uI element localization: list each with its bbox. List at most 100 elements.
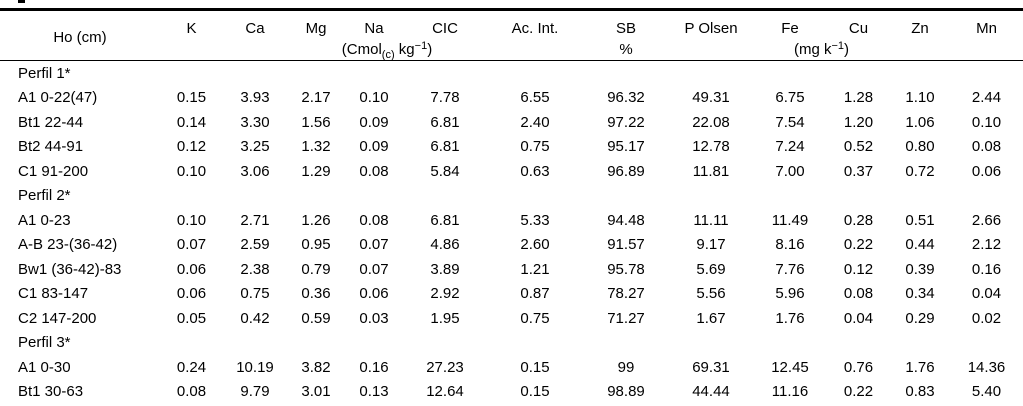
value-cell: 0.36: [301, 285, 331, 303]
value-cell: 0.07: [176, 236, 207, 254]
value-cell: 12.78: [692, 138, 730, 156]
value-cell: 9.17: [696, 236, 726, 254]
value-cell: 0.34: [905, 285, 935, 303]
empty-cell: [160, 41, 223, 61]
value-cell: 2.59: [240, 236, 270, 254]
value-cell: 2.17: [301, 89, 331, 107]
value-cell: 11.11: [693, 211, 729, 229]
value-cell: 8.16: [775, 236, 805, 254]
value-cell: 0.79: [301, 260, 331, 278]
col-header-zn: Zn: [911, 19, 929, 37]
table-header: Ho (cm) K Ca Mg Na CIC Ac. Int. SB P Ols…: [0, 10, 1023, 61]
value-cell: 0.08: [359, 211, 389, 229]
value-cell: 1.95: [430, 309, 460, 327]
value-cell: 5.69: [696, 260, 726, 278]
table-row: Bw1 (36-42)-83 0.06 2.38 0.79 0.07 3.89 1.21 95…: [0, 257, 1023, 282]
value-cell: 5.84: [430, 162, 460, 180]
horizon-label: C1 83-147: [18, 285, 89, 303]
value-cell: 2.44: [971, 89, 1002, 107]
unit-subscript: (c): [381, 49, 395, 61]
value-cell: 0.08: [843, 285, 874, 303]
value-cell: 71.27: [607, 309, 645, 327]
value-cell: 3.89: [430, 260, 460, 278]
value-cell: 0.16: [971, 260, 1002, 278]
value-cell: 0.63: [520, 162, 550, 180]
horizon-label: Bt1 22-44: [18, 113, 84, 131]
empty-cell: [950, 41, 1023, 61]
value-cell: 2.40: [520, 113, 550, 131]
value-cell: 2.38: [240, 260, 270, 278]
value-cell: 0.15: [176, 89, 207, 107]
horizon-label: Bt1 30-63: [18, 383, 84, 401]
value-cell: 1.56: [301, 113, 331, 131]
col-header-p-olsen: P Olsen: [684, 19, 738, 37]
value-cell: 78.27: [607, 285, 645, 303]
value-cell: 7.00: [775, 162, 805, 180]
table-row: C1 91-200 0.10 3.06 1.29 0.08 5.84 0.63 96.89 11…: [0, 159, 1023, 184]
value-cell: 95.78: [607, 260, 645, 278]
value-cell: 0.80: [905, 138, 935, 156]
horizon-label: Bt2 44-91: [18, 138, 84, 156]
horizon-label: A1 0-30: [18, 358, 71, 376]
value-cell: 1.32: [301, 138, 331, 156]
value-cell: 0.59: [301, 309, 331, 327]
empty-cell: [890, 41, 950, 61]
col-header-cic: CIC: [432, 19, 458, 37]
value-cell: 0.06: [176, 260, 207, 278]
horizon-label: A-B 23-(36-42): [18, 236, 118, 254]
section-row: Perfil 3*: [0, 331, 1023, 356]
value-cell: 3.25: [240, 138, 270, 156]
value-cell: 44.44: [692, 383, 730, 401]
value-cell: 0.04: [971, 285, 1002, 303]
value-cell: 12.45: [771, 358, 809, 376]
table-row: A-B 23-(36-42) 0.07 2.59 0.95 0.07 4.86 2.60 91…: [0, 233, 1023, 258]
value-cell: 0.75: [520, 138, 550, 156]
value-cell: 0.10: [971, 113, 1002, 131]
unit-text: (Cmol: [341, 41, 382, 58]
value-cell: 0.02: [971, 309, 1002, 327]
value-cell: 7.54: [775, 113, 805, 131]
section-title: Perfil 1*: [18, 64, 71, 82]
value-cell: 7.78: [430, 89, 460, 107]
value-cell: 0.14: [176, 113, 207, 131]
value-cell: 0.13: [359, 383, 389, 401]
value-cell: 0.42: [240, 309, 270, 327]
col-header-mn: Mn: [976, 19, 997, 37]
unit-superscript: −1: [414, 40, 428, 52]
value-cell: 96.32: [607, 89, 645, 107]
value-cell: 0.75: [240, 285, 270, 303]
value-cell: 0.12: [843, 260, 874, 278]
value-cell: 1.10: [905, 89, 935, 107]
value-cell: 0.22: [843, 236, 874, 254]
section-row: Perfil 1*: [0, 61, 1023, 86]
value-cell: 1.28: [843, 89, 874, 107]
table-row: Bt1 22-44 0.14 3.30 1.56 0.09 6.81 2.40 97.22 22…: [0, 110, 1023, 135]
value-cell: 11.16: [771, 383, 809, 401]
horizon-label: A1 0-22(47): [18, 89, 98, 107]
value-cell: 0.83: [905, 383, 935, 401]
value-cell: 27.23: [426, 358, 464, 376]
value-cell: 94.48: [607, 211, 645, 229]
value-cell: 5.33: [520, 211, 550, 229]
value-cell: 6.81: [430, 138, 460, 156]
value-cell: 0.72: [905, 162, 935, 180]
value-cell: 5.40: [971, 383, 1002, 401]
table-row: A1 0-23 0.10 2.71 1.26 0.08 6.81 5.33 94.48 11.1…: [0, 208, 1023, 233]
value-cell: 0.06: [176, 285, 207, 303]
table-body: Perfil 1* A1 0-22(47) 0.15 3.93 2.17 0.10 7.78…: [0, 61, 1023, 406]
value-cell: 0.03: [359, 309, 389, 327]
horizon-label: A1 0-23: [18, 211, 71, 229]
value-cell: 0.09: [359, 113, 389, 131]
value-cell: 0.10: [359, 89, 389, 107]
value-cell: 10.19: [236, 358, 274, 376]
header-row-main: Ho (cm) K Ca Mg Na CIC Ac. Int. SB P Ols…: [0, 10, 1023, 47]
col-header-ca: Ca: [245, 19, 265, 37]
value-cell: 6.81: [430, 211, 460, 229]
value-cell: 2.71: [240, 211, 270, 229]
table-row: Bt2 44-91 0.12 3.25 1.32 0.09 6.81 0.75 95.17 12…: [0, 135, 1023, 160]
empty-cell: [669, 41, 753, 61]
value-cell: 5.56: [696, 285, 726, 303]
empty-cell: [487, 41, 583, 61]
horizon-label: C2 147-200: [18, 309, 97, 327]
